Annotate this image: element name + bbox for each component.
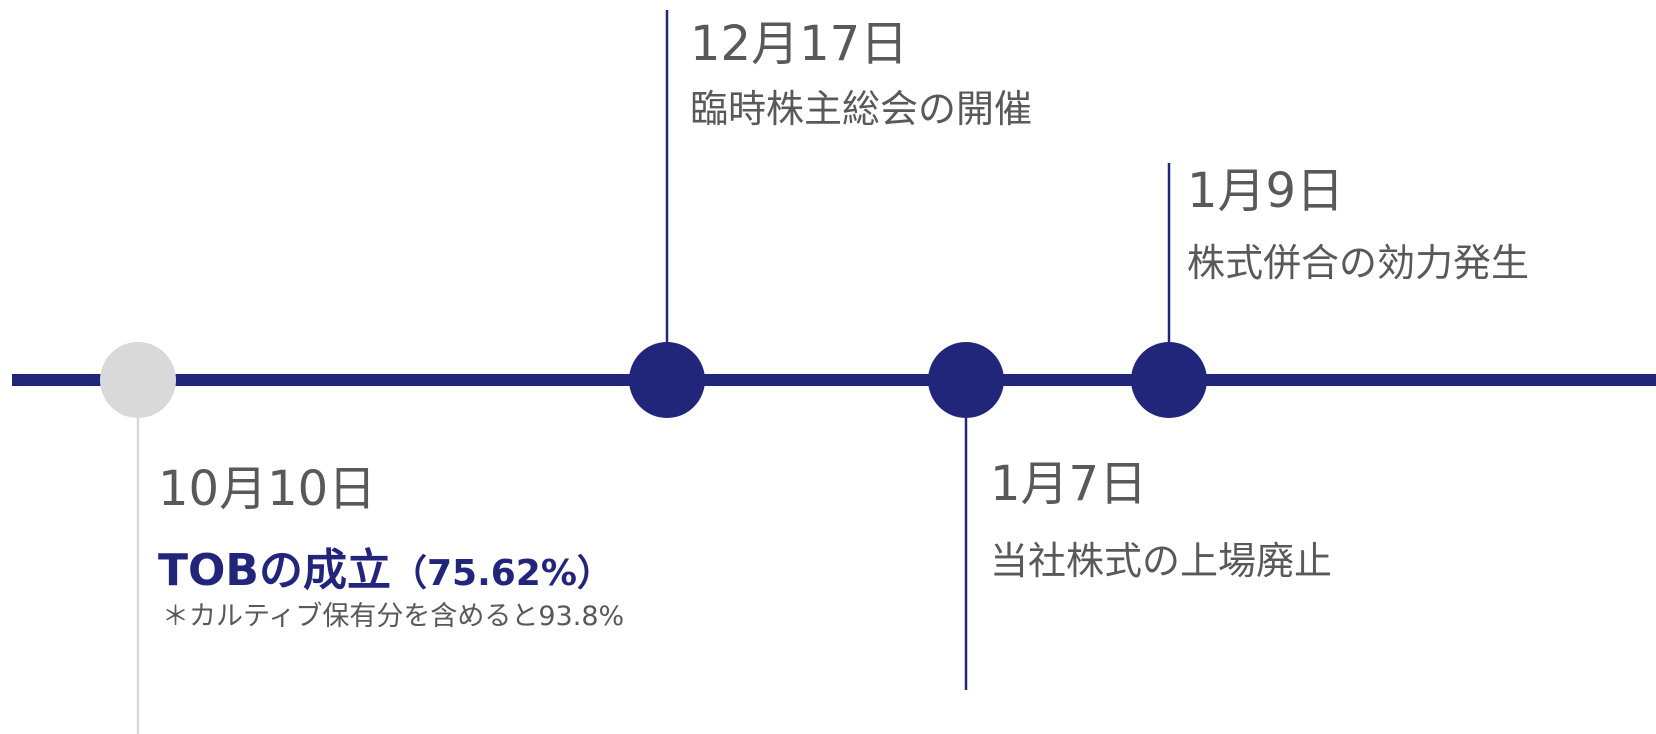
event-label: 株式併合の効力発生 xyxy=(1187,241,1529,285)
event-date: 1月7日 xyxy=(990,456,1147,512)
event-date: 12月17日 xyxy=(690,16,908,72)
event-label: TOBの成立（75.62%） xyxy=(158,545,613,596)
milestone-dot xyxy=(1131,342,1207,418)
milestone-dot xyxy=(100,342,176,418)
event-date: 1月9日 xyxy=(1187,163,1344,219)
milestone-dot xyxy=(629,342,705,418)
event-date: 10月10日 xyxy=(158,461,376,517)
event-note: ＊カルティブ保有分を含めると93.8% xyxy=(162,601,624,632)
event-label-main: TOBの成立 xyxy=(158,545,391,596)
event-label: 臨時株主総会の開催 xyxy=(690,87,1032,131)
event-label: 当社株式の上場廃止 xyxy=(990,539,1332,583)
event-label-detail: （75.62%） xyxy=(391,553,613,594)
milestone-dot xyxy=(928,342,1004,418)
